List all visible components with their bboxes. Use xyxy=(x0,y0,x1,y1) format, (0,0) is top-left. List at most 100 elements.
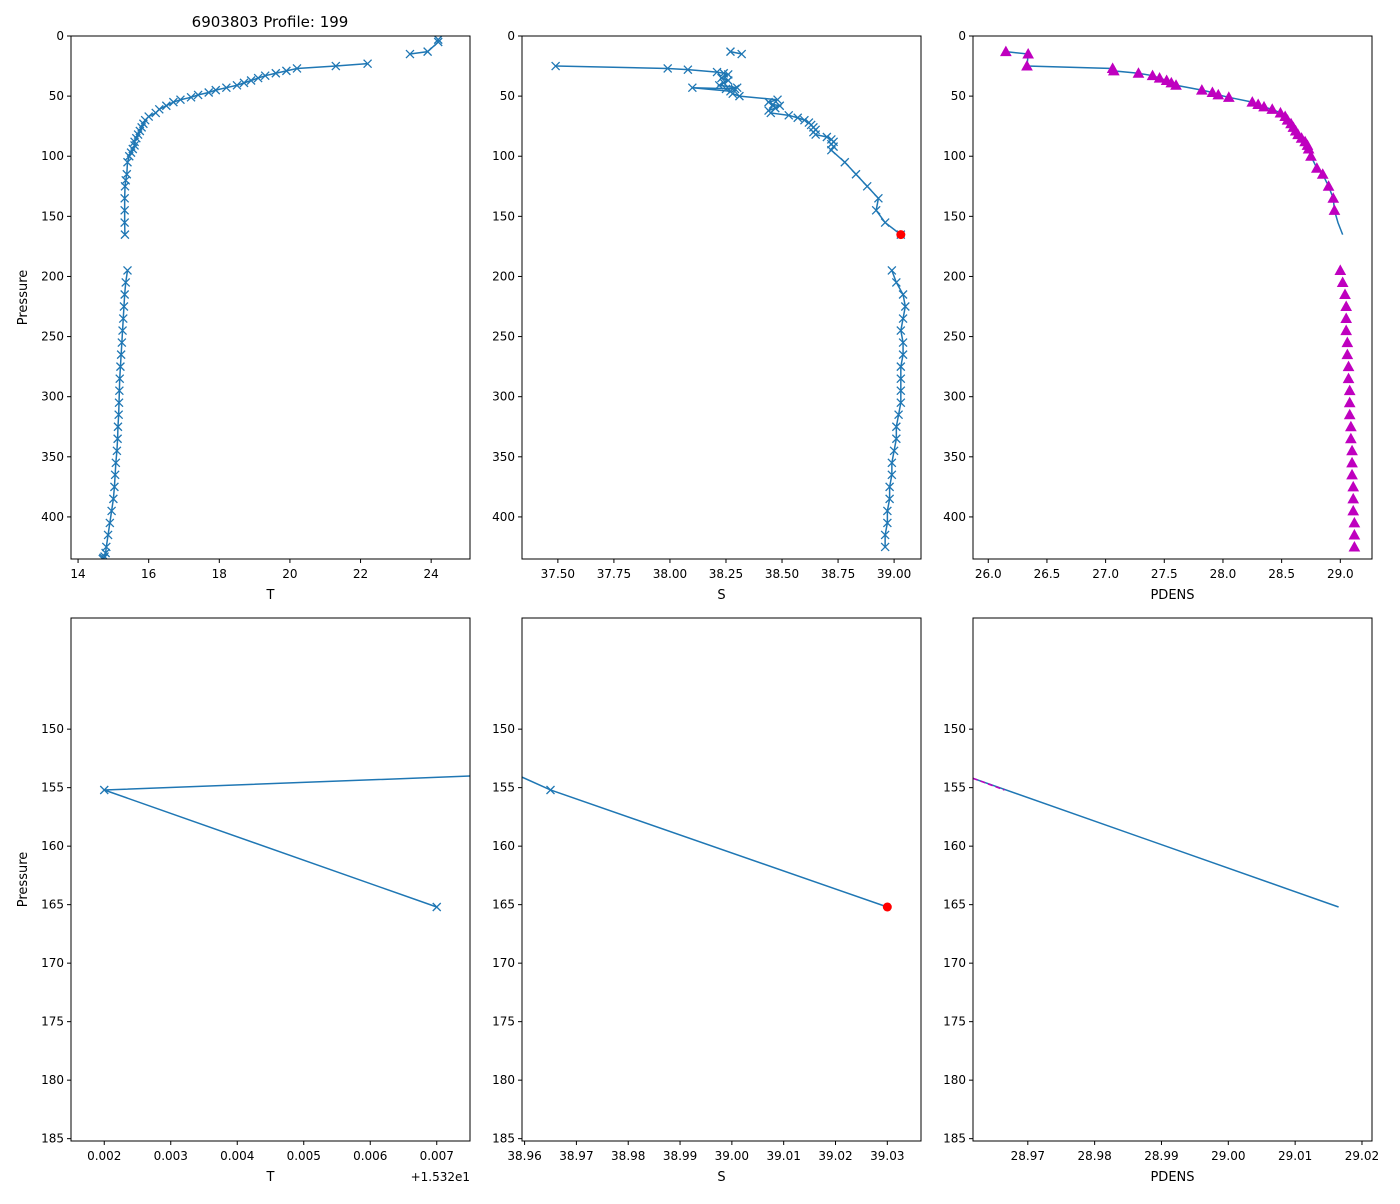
x-tick-label: 38.97 xyxy=(559,1149,593,1163)
triangle-marker xyxy=(1310,162,1323,173)
y-tick-label: 185 xyxy=(492,1132,515,1146)
y-tick-label: 150 xyxy=(943,722,966,736)
x-marker xyxy=(898,338,908,348)
x-marker xyxy=(423,47,433,57)
x-tick-label: 28.0 xyxy=(1210,567,1237,581)
x-marker xyxy=(120,193,130,203)
y-tick-label: 350 xyxy=(943,450,966,464)
x-marker xyxy=(130,137,140,147)
x-tick-label: 27.0 xyxy=(1092,567,1119,581)
x-marker xyxy=(193,90,203,100)
axes-frame-bottom-S xyxy=(521,617,922,1142)
x-marker xyxy=(232,80,242,90)
x-marker xyxy=(799,115,809,125)
x-tick-label: 20 xyxy=(282,567,297,581)
plot-area-top-S xyxy=(551,47,910,552)
x-marker xyxy=(896,326,906,336)
panel-top-S: 37.50 37.75 38.00 38.25 38.50 38.75 39.00 0 50 10… xyxy=(492,29,922,603)
x-tick-label: 29.00 xyxy=(1211,1149,1245,1163)
x-tick-label: 38.75 xyxy=(821,567,855,581)
x-tick-label: 28.5 xyxy=(1268,567,1295,581)
series-line-top-T-1 xyxy=(123,62,368,235)
x-marker xyxy=(891,278,901,287)
triangle-marker xyxy=(1339,288,1351,299)
y-tick-label: 170 xyxy=(943,956,966,970)
x-tick-label: 28.97 xyxy=(1011,1149,1045,1163)
x-marker xyxy=(103,530,113,540)
x-marker xyxy=(260,71,270,81)
x-tick-label: 0.003 xyxy=(154,1149,188,1163)
x-marker xyxy=(123,157,132,167)
y-tick-label: 180 xyxy=(41,1073,64,1087)
triangle-marker xyxy=(1021,60,1033,71)
triangle-marker xyxy=(1343,384,1356,396)
y-tick-label: 160 xyxy=(492,839,515,853)
x-marker xyxy=(663,64,673,73)
y-tick-label: 165 xyxy=(943,898,966,912)
triangle-marker xyxy=(1322,180,1335,191)
x-marker xyxy=(840,157,850,167)
x-marker xyxy=(723,76,733,85)
x-marker xyxy=(896,398,906,408)
x-tick-label: 18 xyxy=(212,567,227,581)
x-marker xyxy=(887,458,897,468)
triangle-marker xyxy=(1206,86,1219,98)
triangle-marker xyxy=(1022,48,1035,59)
x-marker xyxy=(292,64,302,73)
triangle-marker xyxy=(1334,264,1347,275)
x-tick-label: 0.006 xyxy=(353,1149,387,1163)
series-line-top-T-2 xyxy=(102,270,129,559)
y-tick-label: 155 xyxy=(41,781,64,795)
x-marker xyxy=(766,108,776,118)
x-marker xyxy=(221,83,231,93)
x-tick-label: 29.01 xyxy=(1278,1149,1312,1163)
y-tick-label: 100 xyxy=(943,149,966,163)
x-marker xyxy=(115,362,125,372)
x-marker xyxy=(714,80,724,90)
x-marker xyxy=(551,61,561,71)
triangle-marker xyxy=(1347,504,1360,516)
x-marker xyxy=(822,132,832,142)
x-marker xyxy=(730,84,740,94)
x-marker xyxy=(880,530,890,540)
x-marker xyxy=(108,494,118,504)
x-marker xyxy=(120,218,130,228)
x-marker xyxy=(734,91,744,101)
x-marker xyxy=(726,47,735,57)
x-marker xyxy=(687,83,697,93)
triangle-marker xyxy=(1348,516,1361,528)
triangle-marker xyxy=(1132,67,1145,78)
x-marker xyxy=(433,37,443,47)
x-marker xyxy=(107,506,117,516)
triangle-marker xyxy=(1341,348,1354,360)
x-marker xyxy=(114,398,124,408)
x-marker xyxy=(896,386,906,396)
x-marker xyxy=(117,338,127,348)
triangle-marker xyxy=(1336,276,1349,287)
triangle-marker xyxy=(1348,528,1361,540)
x-offset-label: +1.532e1 xyxy=(411,1170,470,1184)
y-tick-label: 165 xyxy=(492,898,515,912)
triangle-marker xyxy=(1252,98,1265,110)
x-marker xyxy=(246,76,256,85)
triangle-marker xyxy=(1246,96,1259,107)
y-axis-label: Pressure xyxy=(16,270,31,326)
y-tick-label: 0 xyxy=(507,29,515,43)
y-tick-label: 250 xyxy=(41,330,64,344)
triangle-marker xyxy=(1343,396,1356,408)
y-tick-label: 150 xyxy=(492,722,515,736)
triangle-marker xyxy=(1340,324,1353,336)
x-marker xyxy=(239,78,249,88)
x-marker xyxy=(862,181,872,191)
y-tick-label: 300 xyxy=(943,390,966,404)
x-marker xyxy=(898,350,908,360)
x-tick-label: 29.02 xyxy=(1345,1149,1379,1163)
flag-point xyxy=(882,902,892,912)
triangle-marker xyxy=(1346,468,1358,480)
series-line-top-T-0 xyxy=(409,39,439,55)
x-tick-label: 26.5 xyxy=(1034,567,1061,581)
x-marker xyxy=(721,84,731,94)
x-marker xyxy=(880,218,890,228)
x-tick-label: 39.03 xyxy=(870,1149,904,1163)
